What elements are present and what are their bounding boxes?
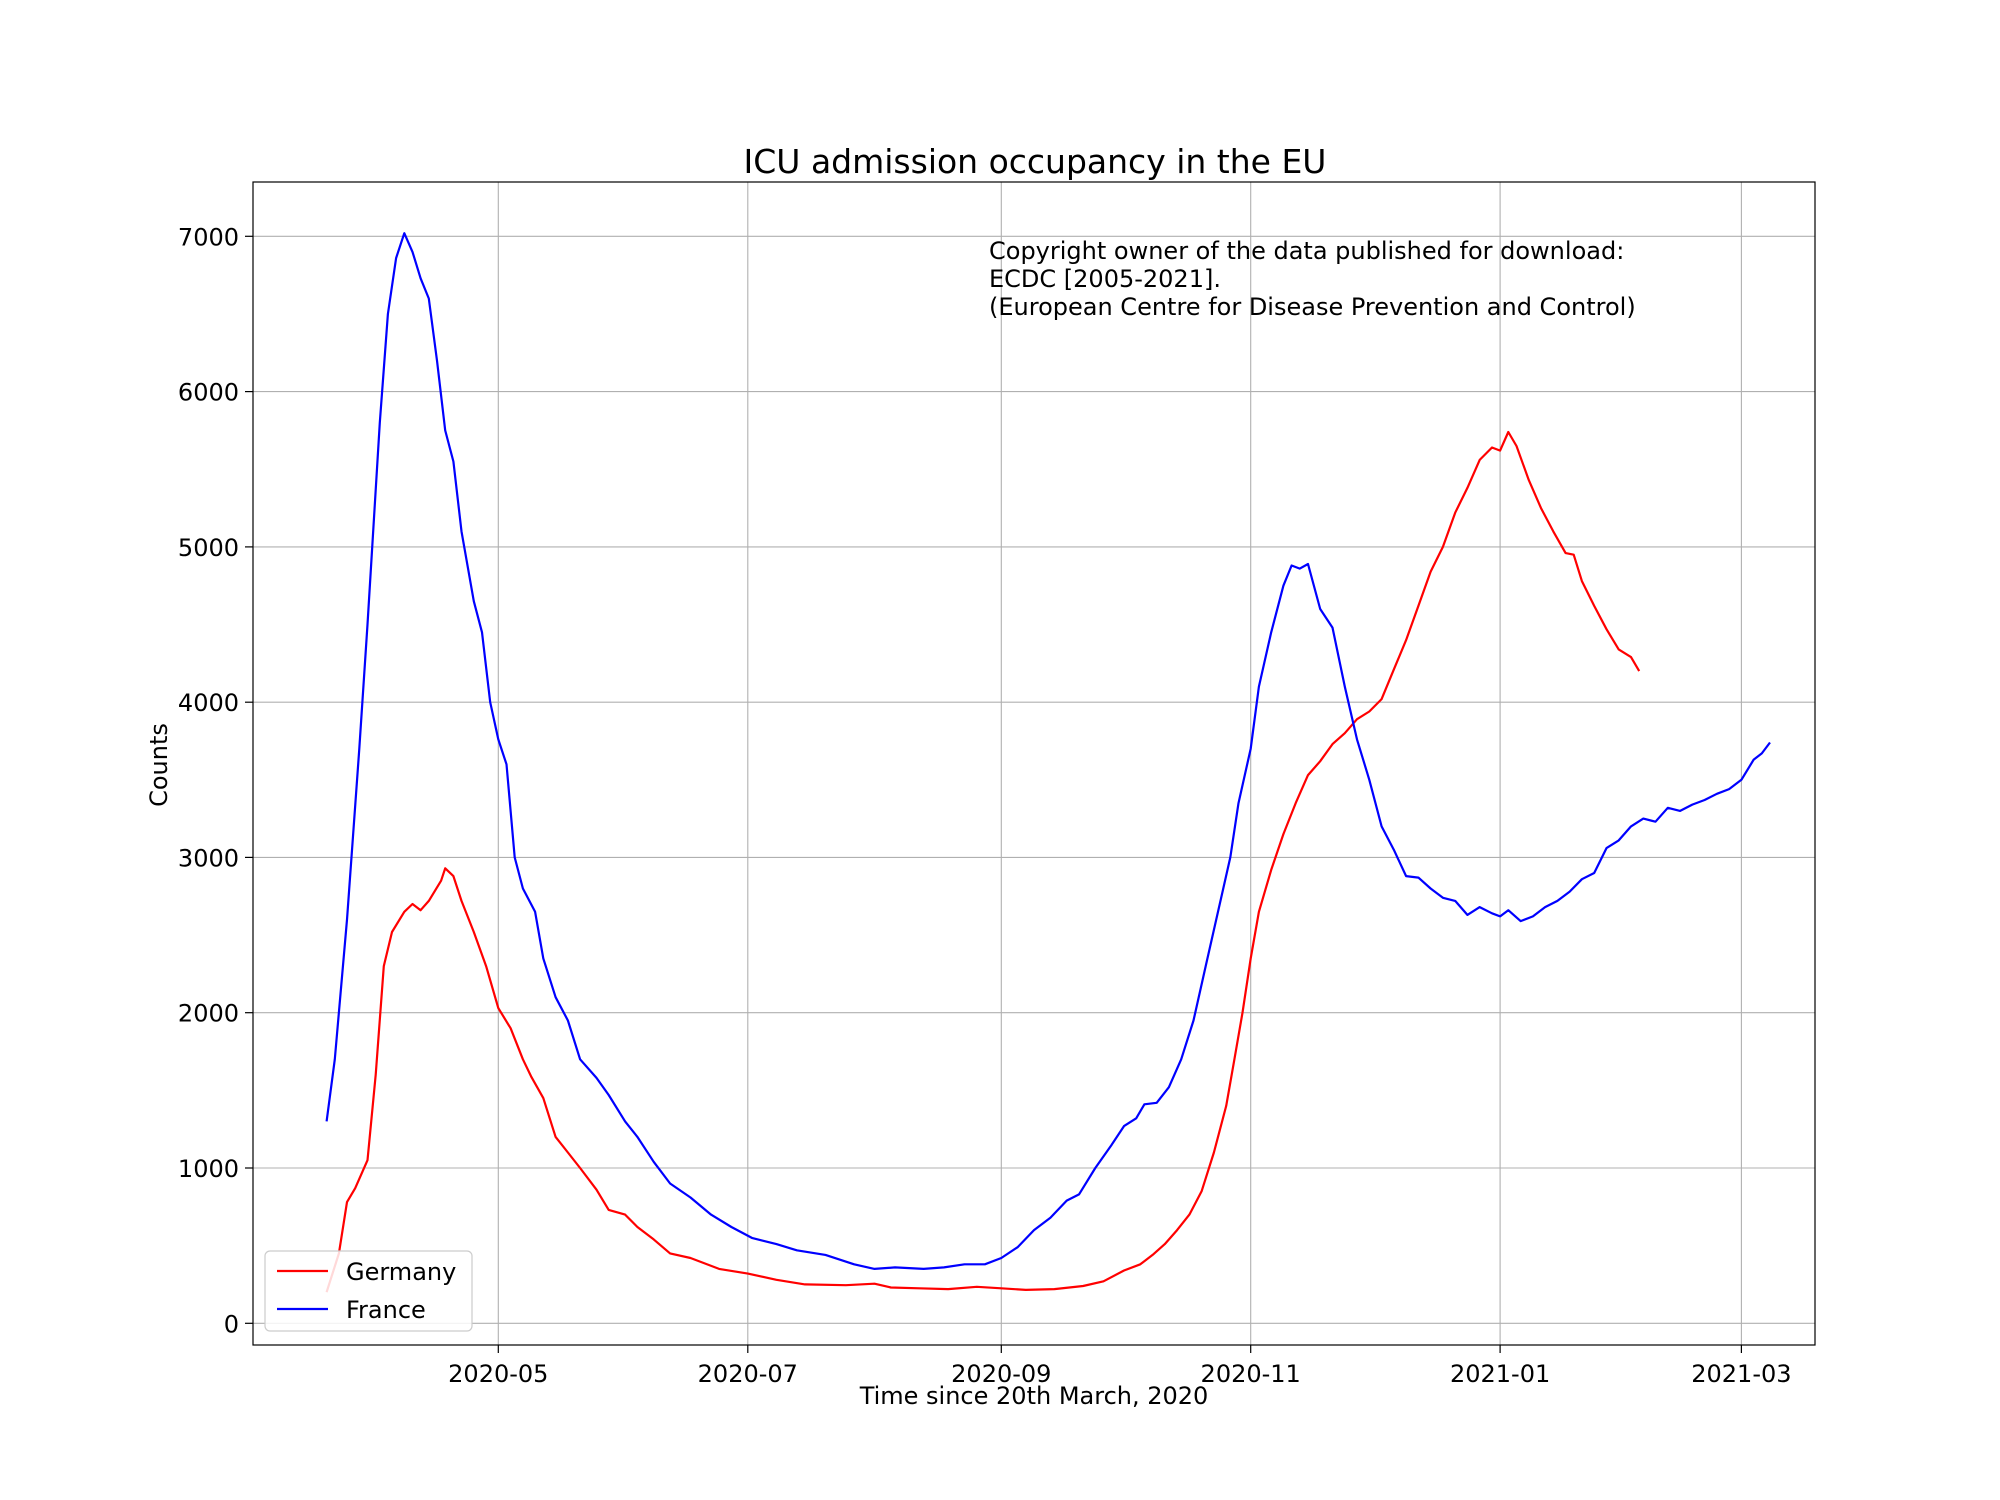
grid-lines — [253, 182, 1815, 1345]
copyright-annotation: Copyright owner of the data published fo… — [989, 237, 1636, 321]
x-axis-label: Time since 20th March, 2020 — [859, 1382, 1209, 1410]
legend-label-germany: Germany — [346, 1258, 456, 1286]
annotation-line-1: Copyright owner of the data published fo… — [989, 237, 1624, 265]
y-tick-label: 3000 — [178, 844, 239, 872]
series-lines — [325, 232, 1771, 1293]
series-line-germany — [325, 430, 1641, 1293]
annotation-line-2: ECDC [2005-2021]. — [989, 265, 1221, 293]
y-tick-label: 2000 — [178, 1000, 239, 1028]
y-tick-label: 6000 — [178, 379, 239, 407]
x-tick-label: 2020-11 — [1201, 1360, 1301, 1388]
x-tick-label: 2020-05 — [448, 1360, 548, 1388]
x-tick-label: 2021-01 — [1450, 1360, 1550, 1388]
y-axis: 0 1000 2000 3000 4000 5000 6000 7000 — [178, 223, 253, 1338]
y-tick-label: 7000 — [178, 223, 239, 251]
series-line-france — [325, 232, 1771, 1270]
annotation-line-3: (European Centre for Disease Prevention … — [989, 293, 1636, 321]
plot-frame — [252, 181, 1816, 1346]
x-tick-label: 2020-07 — [698, 1360, 798, 1388]
legend-label-france: France — [346, 1296, 426, 1324]
chart-title: ICU admission occupancy in the EU — [744, 142, 1327, 181]
y-axis-label: Counts — [145, 723, 173, 807]
x-tick-label: 2021-03 — [1691, 1360, 1791, 1388]
x-axis: 2020-05 2020-07 2020-09 2020-11 2021-01 2021-… — [448, 1345, 1792, 1388]
y-tick-label: 4000 — [178, 689, 239, 717]
legend: Germany France — [264, 1250, 473, 1332]
y-tick-label: 1000 — [178, 1155, 239, 1183]
y-tick-label: 5000 — [178, 534, 239, 562]
x-tick-label: 2020-09 — [951, 1360, 1051, 1388]
y-tick-label: 0 — [224, 1310, 239, 1338]
